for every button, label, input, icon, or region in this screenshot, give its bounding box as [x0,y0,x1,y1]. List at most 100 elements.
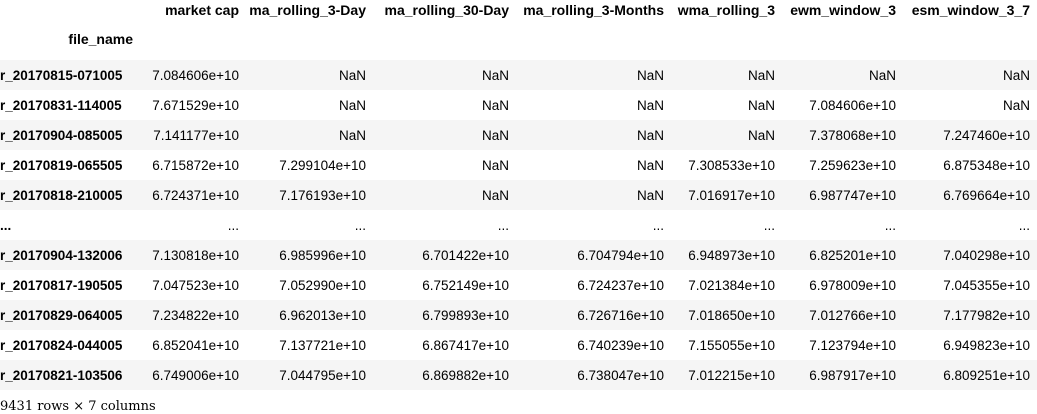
table-cell: NaN [338,67,366,83]
dataframe-table: market cap ma_rolling_3-Day ma_rolling_3… [0,0,1037,383]
table-cell: 7.040298e+10 [943,247,1030,263]
row-index: r_20170821-103506 [0,367,123,383]
table-cell: NaN [1002,97,1030,113]
table-cell: NaN [636,187,664,203]
table-cell: 7.016917e+10 [688,187,775,203]
table-cell: 6.987917e+10 [809,367,896,383]
table-cell: 6.949823e+10 [943,337,1030,353]
row-index: r_20170817-190505 [0,277,123,293]
row-index: r_20170904-085005 [0,127,123,143]
column-header: ma_rolling_30-Day [384,2,510,18]
table-cell: NaN [481,67,509,83]
table-cell: ... [354,217,366,233]
table-cell: 6.769664e+10 [943,187,1030,203]
table-cell: NaN [481,157,509,173]
row-index: r_20170824-044005 [0,337,123,353]
table-cell: 6.752149e+10 [422,277,509,293]
table-cell: 6.799893e+10 [422,307,509,323]
table-cell: NaN [481,127,509,143]
table-cell: 7.084606e+10 [809,97,896,113]
table-cell: 6.724237e+10 [577,277,664,293]
table-cell: 7.177982e+10 [943,307,1030,323]
table-cell: 6.740239e+10 [577,337,664,353]
table-cell: ... [884,217,896,233]
table-cell: 6.809251e+10 [943,367,1030,383]
table-cell: 6.869882e+10 [422,367,509,383]
table-cell: 6.867417e+10 [422,337,509,353]
table-cell: ... [1018,217,1030,233]
table-row: r_20170904-132006 7.130818e+10 6.985996e+1… [0,240,1037,270]
table-cell: 6.715872e+10 [152,157,239,173]
table-cell: 7.012766e+10 [809,307,896,323]
column-header: ewm_window_3 [790,2,896,18]
table-cell: 6.875348e+10 [943,157,1030,173]
table-cell: NaN [747,127,775,143]
table-cell: 6.726716e+10 [577,307,664,323]
table-cell: 6.701422e+10 [422,247,509,263]
table-cell: 6.962013e+10 [279,307,366,323]
table-row: r_20170815-071005 7.084606e+10 NaN NaN NaN Na… [0,60,1037,90]
table-cell: 7.047523e+10 [152,277,239,293]
table-cell: ... [763,217,775,233]
table-cell: NaN [1002,67,1030,83]
table-cell: NaN [868,67,896,83]
row-index: ... [0,217,12,233]
table-cell: 6.852041e+10 [152,337,239,353]
table-cell: 7.021384e+10 [688,277,775,293]
table-cell: NaN [747,97,775,113]
table-cell: 7.084606e+10 [152,67,239,83]
table-row: r_20170819-065505 6.715872e+10 7.299104e+1… [0,150,1037,180]
table-cell: 7.044795e+10 [279,367,366,383]
row-index: r_20170904-132006 [0,247,123,263]
row-index: r_20170831-114005 [0,97,122,113]
table-cell: 7.308533e+10 [688,157,775,173]
table-cell: 6.704794e+10 [577,247,664,263]
table-cell: 7.299104e+10 [279,157,366,173]
table-cell: 6.985996e+10 [279,247,366,263]
table-cell: NaN [481,97,509,113]
table-row: ........................ [0,210,1037,240]
table-cell: 7.176193e+10 [279,187,366,203]
row-index: r_20170818-210005 [0,187,123,203]
table-cell: 6.738047e+10 [577,367,664,383]
table-cell: 7.012215e+10 [688,367,775,383]
index-name: file_name [68,31,133,47]
column-header: wma_rolling_3 [677,2,775,18]
table-cell: NaN [338,97,366,113]
table-cell: 6.749006e+10 [152,367,239,383]
column-header: ma_rolling_3-Day [249,2,366,18]
column-header: ma_rolling_3-Months [523,2,664,18]
shape-note: 9431 rows × 7 columns [0,399,156,414]
table-cell: 7.045355e+10 [943,277,1030,293]
table-cell: 7.018650e+10 [688,307,775,323]
table-cell: 7.141177e+10 [153,127,239,143]
table-row: r_20170904-085005 7.141177e+10 NaN NaN NaN Na… [0,120,1037,150]
table-cell: 7.052990e+10 [279,277,366,293]
table-cell: 7.247460e+10 [943,127,1030,143]
column-header: esm_window_3_7 [911,2,1030,18]
column-header: market cap [165,2,239,18]
table-row: r_20170824-044005 6.852041e+10 7.137721e+1… [0,330,1037,360]
table-cell: ... [227,217,239,233]
table-cell: NaN [481,187,509,203]
table-cell: 6.825201e+10 [809,247,896,263]
row-index: r_20170815-071005 [0,67,123,83]
table-cell: 6.987747e+10 [809,187,896,203]
table-cell: ... [497,217,509,233]
table-cell: 7.259623e+10 [809,157,896,173]
table-cell: NaN [636,67,664,83]
table-cell: 7.378068e+10 [809,127,896,143]
table-cell: ... [652,217,664,233]
table-cell: 6.724371e+10 [152,187,239,203]
table-cell: NaN [338,127,366,143]
table-cell: NaN [636,97,664,113]
table-cell: 7.130818e+10 [152,247,239,263]
row-index: r_20170819-065505 [0,157,123,173]
column-header-row: market cap ma_rolling_3-Day ma_rolling_3… [0,0,1037,18]
table-cell: 6.948973e+10 [688,247,775,263]
table-row: r_20170818-210005 6.724371e+10 7.176193e+1… [0,180,1037,210]
table-cell: 7.155055e+10 [688,337,775,353]
row-index: r_20170829-064005 [0,307,123,323]
table-row: r_20170817-190505 7.047523e+10 7.052990e+1… [0,270,1037,300]
